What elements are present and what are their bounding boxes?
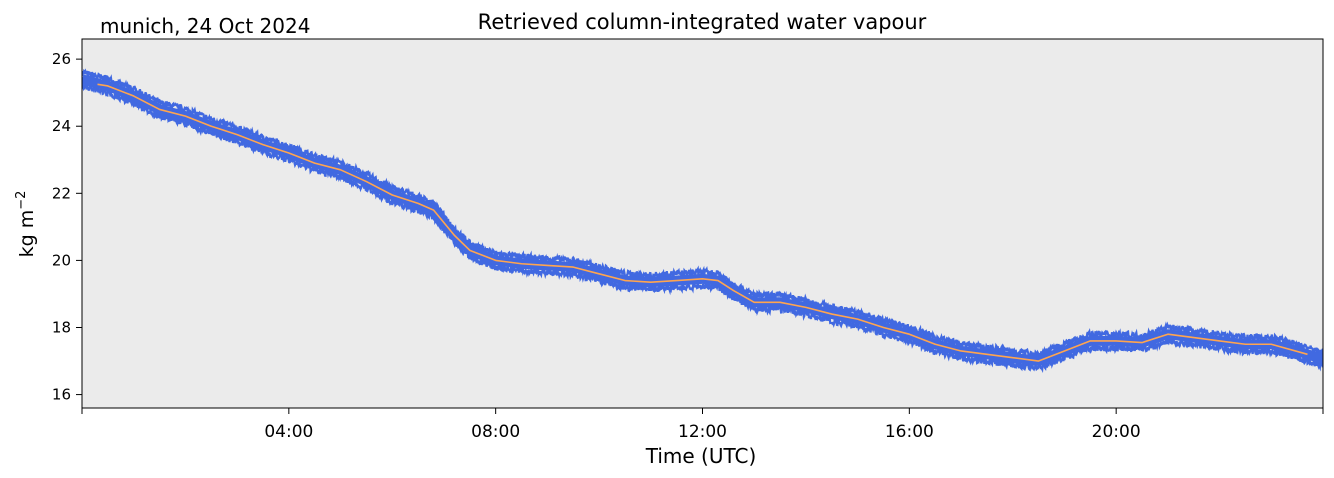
raw-series-upper-trace — [82, 68, 1323, 360]
axes: 04:00 08:00 12:00 16:00 20:00 16 18 20 22 24 26 — [52, 38, 1324, 442]
x-tick-label: 16:00 — [885, 422, 934, 442]
y-tick-label: 24 — [52, 117, 71, 135]
x-tick-label: 04:00 — [264, 422, 313, 442]
series-group — [82, 68, 1323, 374]
y-tick-label: 26 — [52, 50, 71, 68]
chart-subtitle: munich, 24 Oct 2024 — [100, 14, 310, 38]
y-tick-label: 20 — [52, 251, 71, 269]
y-tick-label: 16 — [52, 386, 71, 404]
y-tick-label: 22 — [52, 184, 71, 202]
plot-area — [82, 39, 1323, 408]
y-tick-label: 18 — [52, 318, 71, 336]
plot-background — [82, 39, 1323, 408]
chart-title: Retrieved column-integrated water vapour — [478, 10, 927, 34]
y-axis-label-base: kg m — [16, 210, 38, 258]
x-tick-label: 12:00 — [678, 422, 727, 442]
y-axis-label: kg m−2 — [14, 191, 38, 258]
smoothed-series-line — [97, 83, 1308, 362]
x-axis-label: Time (UTC) — [645, 444, 757, 468]
x-tick-label: 08:00 — [471, 422, 520, 442]
x-tick-label: 20:00 — [1092, 422, 1141, 442]
y-axis-label-exponent: −2 — [14, 191, 29, 210]
